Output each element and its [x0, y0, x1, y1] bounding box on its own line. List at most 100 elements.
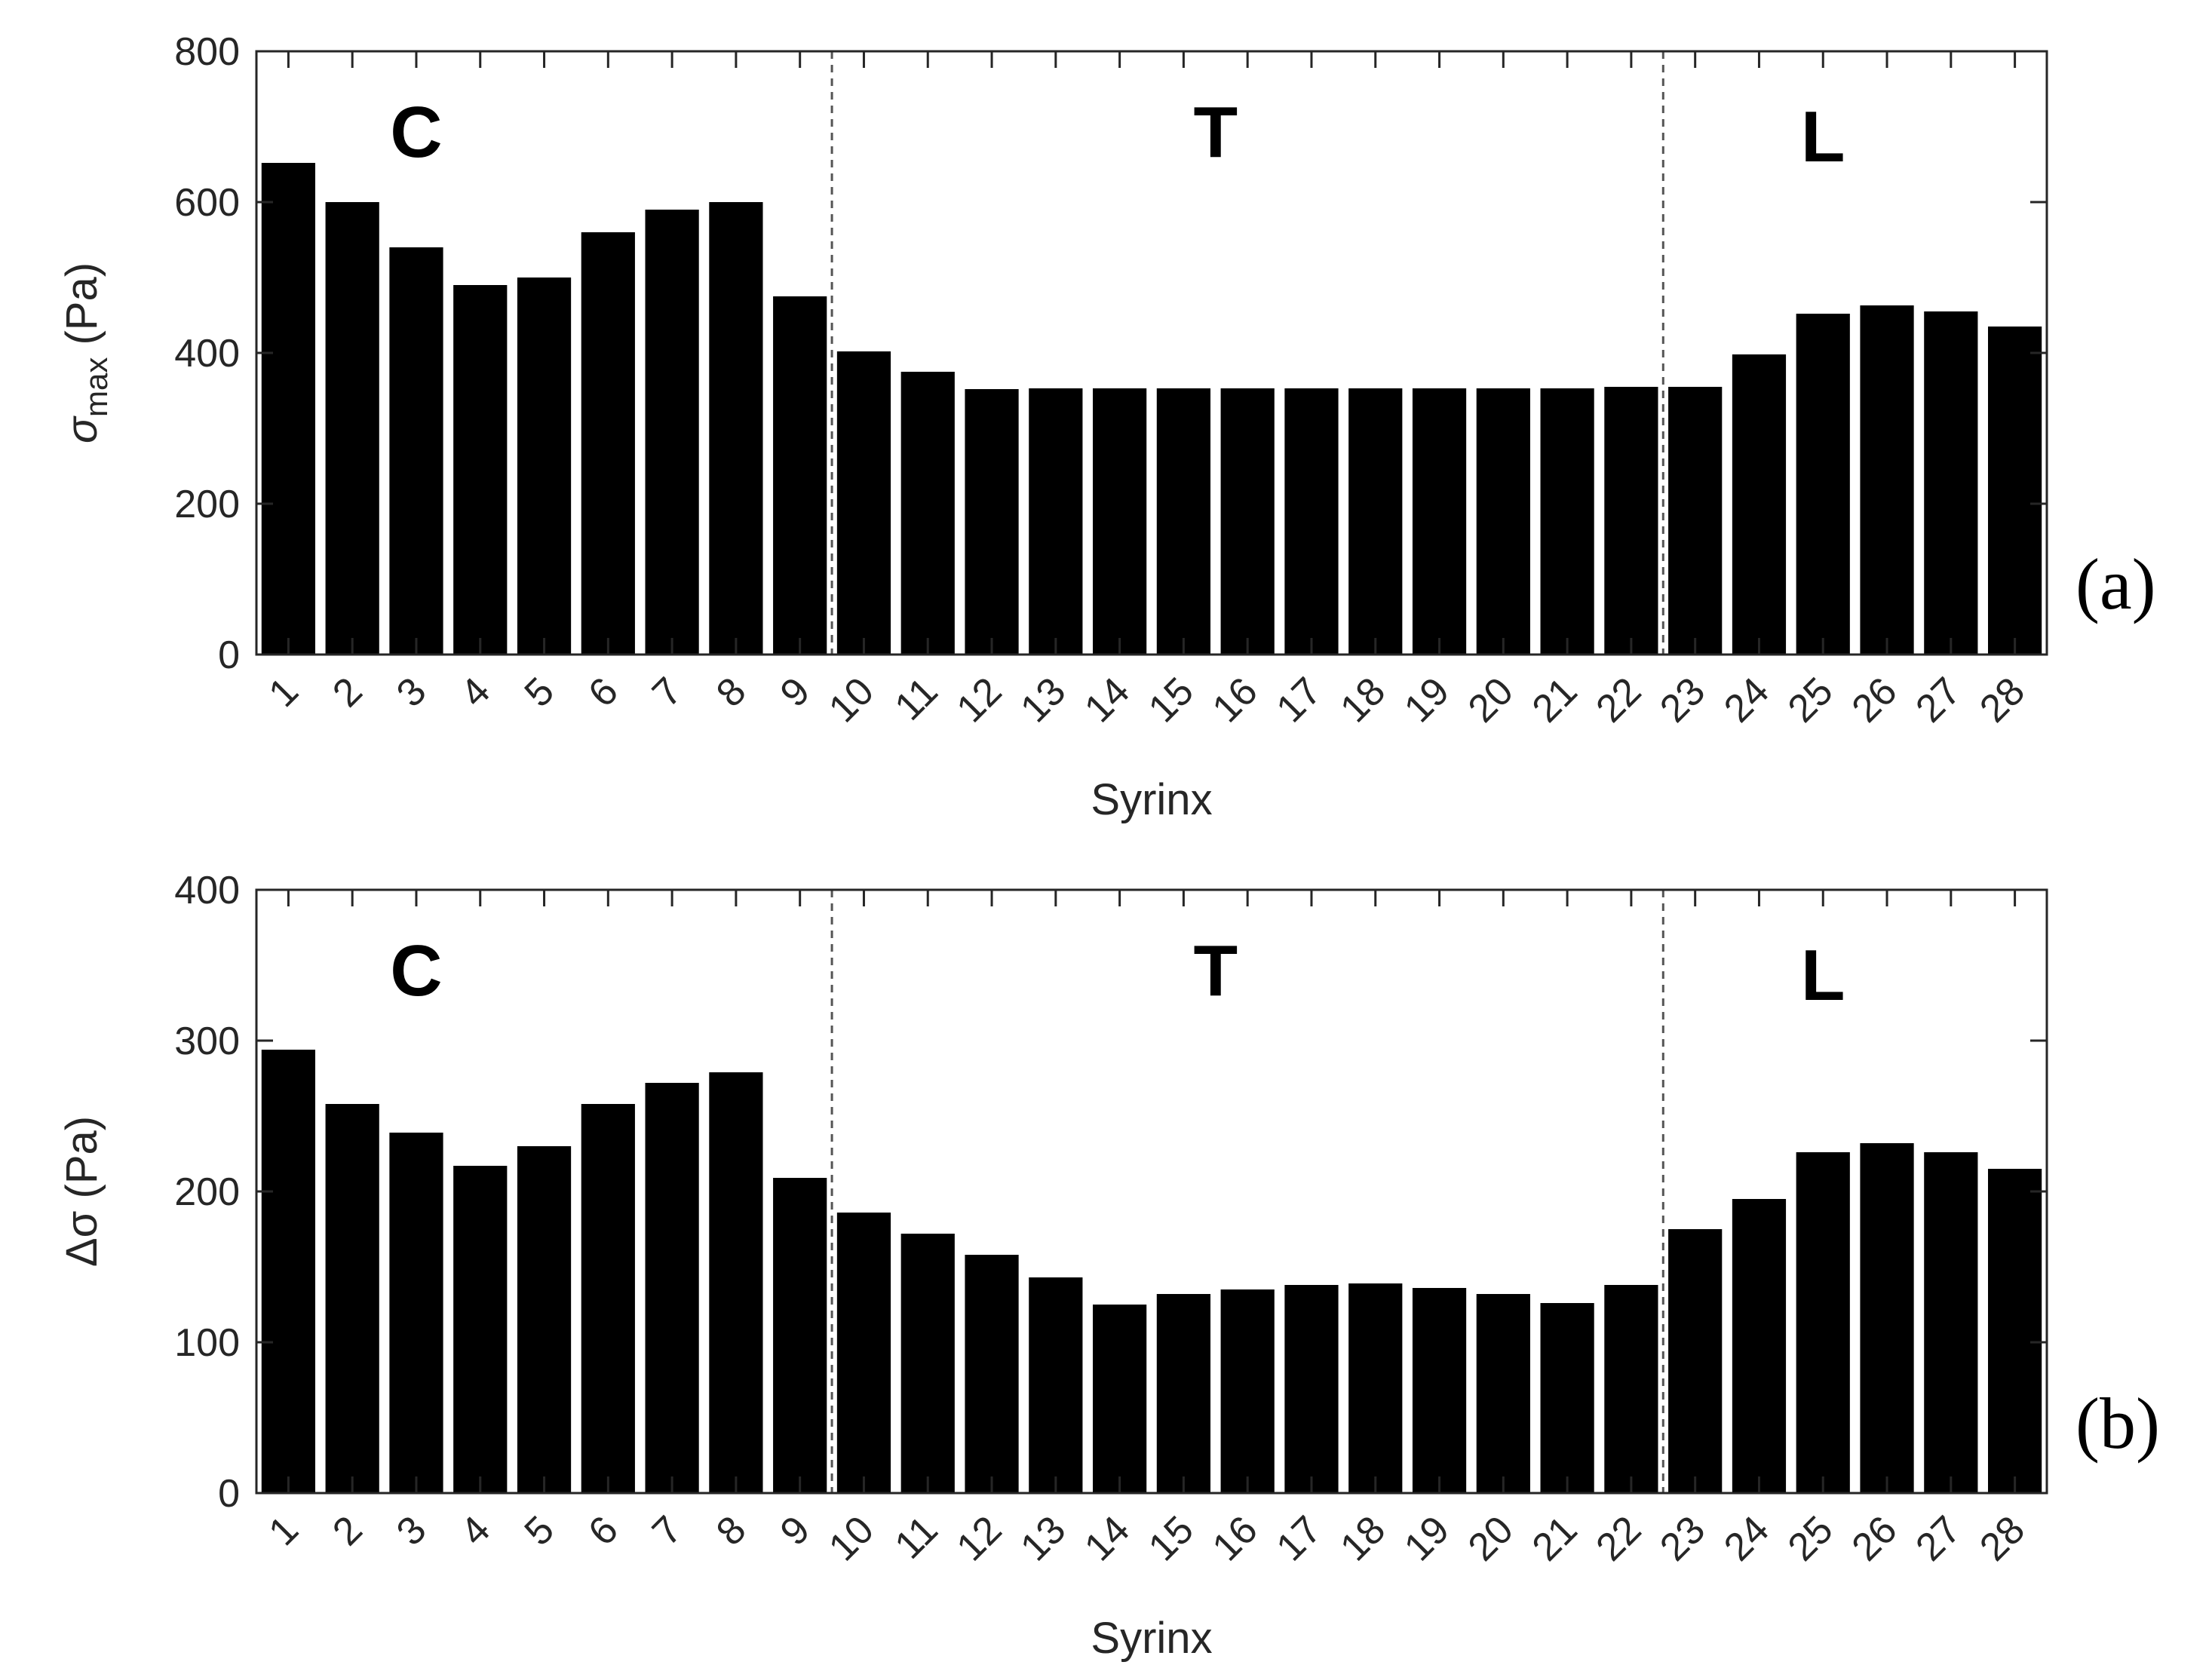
x-tick-label: 25 [1780, 669, 1842, 731]
x-tick-label: 17 [1269, 669, 1330, 731]
x-tick-label: 9 [772, 1507, 818, 1553]
bar-syrinx-13 [1029, 388, 1083, 655]
x-tick-label: 24 [1716, 669, 1778, 731]
chart-panel-b: 1 2 3 4 5 6 7 8 9 10 11 12 13 14 15 16 17 18 19 20 21 22 23 24 2… [57, 869, 2160, 1663]
x-tick-label: 1 [260, 1507, 306, 1553]
bar-syrinx-1 [261, 1050, 316, 1493]
x-tick-label: 15 [1140, 669, 1202, 731]
bar-syrinx-7 [645, 1083, 699, 1493]
y-tick-label: 600 [174, 181, 240, 225]
x-tick-label: 11 [887, 669, 946, 728]
bar-syrinx-6 [581, 232, 635, 655]
x-tick-label: 26 [1844, 1507, 1906, 1569]
x-tick-label: 3 [388, 1507, 434, 1553]
x-tick-label: 23 [1652, 1507, 1713, 1569]
x-axis-label: Syrinx [1091, 1614, 1212, 1663]
x-tick-label: 15 [1140, 1507, 1202, 1569]
bar-syrinx-3 [389, 1133, 443, 1493]
bar-syrinx-23 [1668, 387, 1723, 655]
bar-syrinx-22 [1604, 387, 1658, 655]
y-axis-label: Δσ (Pa) [57, 1116, 106, 1267]
y-axis-label-unit: (Pa) [57, 262, 106, 357]
bar-syrinx-8 [709, 1072, 763, 1493]
x-tick-label: 9 [772, 669, 818, 715]
y-tick-label: 800 [174, 30, 240, 74]
bar-syrinx-1 [261, 163, 316, 655]
x-tick-label: 4 [453, 1507, 499, 1553]
x-tick-label: 27 [1907, 1507, 1969, 1569]
x-tick-label: 21 [1524, 669, 1586, 731]
x-tick-label: 28 [1971, 669, 2033, 731]
bar-syrinx-11 [900, 372, 955, 655]
bar-syrinx-2 [325, 1104, 379, 1493]
x-tick-label: 24 [1716, 1507, 1778, 1569]
x-tick-label: 3 [388, 669, 434, 715]
x-tick-label: 28 [1971, 1507, 2033, 1569]
x-tick-label: 6 [580, 669, 626, 715]
y-tick-label: 400 [174, 869, 240, 912]
region-label-L: L [1801, 97, 1845, 177]
x-tick-label: 16 [1204, 669, 1266, 731]
x-tick-label: 13 [1012, 669, 1074, 731]
y-axis-label-subscript: max [78, 357, 114, 417]
x-tick-label: 7 [644, 1507, 690, 1553]
x-tick-label: 8 [708, 669, 754, 715]
x-tick-label: 10 [821, 669, 882, 731]
y-tick-label: 100 [174, 1321, 240, 1365]
bar-syrinx-5 [517, 1146, 572, 1493]
x-tick-label: 16 [1204, 1507, 1266, 1569]
y-tick-label: 300 [174, 1020, 240, 1063]
bar-syrinx-26 [1860, 305, 1914, 655]
panel-label: (b) [2075, 1383, 2160, 1464]
x-tick-label: 1 [260, 669, 306, 715]
bar-syrinx-25 [1796, 1152, 1850, 1493]
x-tick-label: 20 [1460, 669, 1522, 731]
bar-syrinx-4 [453, 285, 508, 655]
x-tick-label: 12 [949, 1507, 1011, 1569]
bar-syrinx-17 [1284, 388, 1339, 655]
x-tick-label: 22 [1588, 669, 1649, 731]
x-tick-label: 4 [453, 669, 499, 715]
x-tick-label: 23 [1652, 669, 1713, 731]
chart-panel-a: 1 2 3 4 5 6 7 8 9 10 11 12 13 14 15 16 17 18 19 20 21 22 23 24 2… [57, 30, 2156, 824]
x-tick-label: 14 [1076, 669, 1138, 731]
x-tick-label: 8 [708, 1507, 754, 1553]
bar-syrinx-22 [1604, 1285, 1658, 1493]
bar-syrinx-27 [1924, 311, 1978, 655]
bar-syrinx-15 [1156, 1294, 1211, 1493]
region-label-T: T [1193, 92, 1238, 173]
bar-syrinx-6 [581, 1104, 635, 1493]
y-axis-label-symbol: Δσ [57, 1211, 106, 1268]
x-tick-label: 7 [644, 669, 690, 715]
bar-syrinx-11 [900, 1234, 955, 1493]
x-tick-label: 5 [517, 1507, 563, 1553]
bar-syrinx-19 [1412, 1288, 1467, 1493]
bar-syrinx-18 [1348, 1283, 1403, 1493]
x-tick-label: 20 [1460, 1507, 1522, 1569]
x-tick-label: 5 [517, 669, 563, 715]
x-tick-label: 2 [324, 1507, 370, 1553]
bar-syrinx-23 [1668, 1229, 1723, 1493]
bar-syrinx-8 [709, 202, 763, 655]
bar-syrinx-19 [1412, 388, 1467, 655]
x-tick-label: 18 [1332, 1507, 1394, 1569]
x-tick-label: 13 [1012, 1507, 1074, 1569]
x-tick-label: 19 [1396, 1507, 1458, 1569]
y-tick-label: 200 [174, 483, 240, 526]
bar-syrinx-16 [1220, 1289, 1275, 1493]
x-tick-label: 10 [821, 1507, 882, 1569]
bar-syrinx-24 [1732, 1199, 1787, 1493]
region-label-T: T [1193, 931, 1238, 1011]
x-tick-label: 26 [1844, 669, 1906, 731]
x-axis-label: Syrinx [1091, 775, 1212, 824]
y-tick-label: 0 [218, 1472, 240, 1516]
bar-syrinx-7 [645, 210, 699, 655]
bar-syrinx-27 [1924, 1152, 1978, 1493]
y-axis-label-unit: (Pa) [57, 1116, 106, 1211]
bar-syrinx-20 [1476, 388, 1530, 655]
bar-syrinx-14 [1092, 1305, 1147, 1493]
bar-syrinx-9 [773, 296, 827, 655]
bar-syrinx-21 [1540, 1303, 1594, 1493]
bar-syrinx-28 [1987, 327, 2042, 655]
